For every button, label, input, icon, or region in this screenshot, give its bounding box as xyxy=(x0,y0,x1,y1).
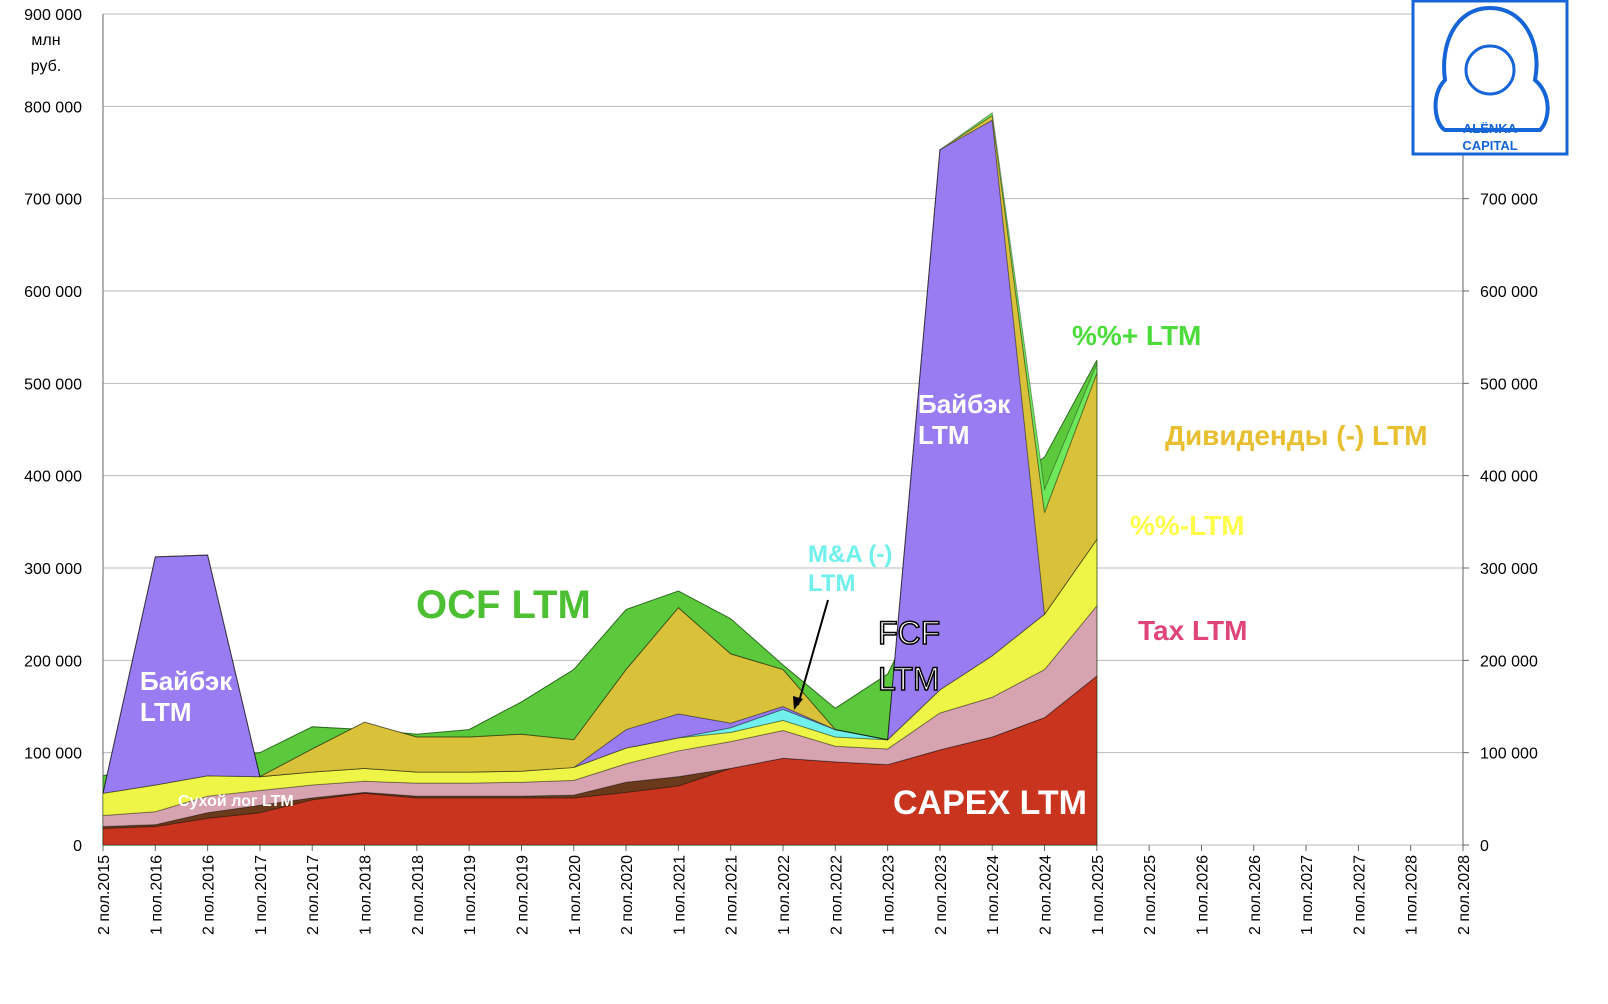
y-tick-label: 400 000 xyxy=(24,469,82,486)
series-label: Сухой лог LTM xyxy=(178,793,294,810)
y2-tick-label: 500 000 xyxy=(1480,376,1538,393)
series-label: Байбэк LTM xyxy=(918,389,1011,451)
y-tick-label: 900 000 xyxy=(24,7,82,24)
x-tick-label: 2 пол.2017 xyxy=(305,855,322,935)
y2-tick-label: 100 000 xyxy=(1480,746,1538,763)
x-tick-label: 1 пол.2020 xyxy=(567,855,584,935)
x-tick-label: 1 пол.2017 xyxy=(253,855,270,935)
series-label: %%+ LTM xyxy=(1072,320,1202,351)
logo-face xyxy=(1464,44,1516,96)
arrow-head xyxy=(793,696,803,710)
area xyxy=(102,111,1098,794)
series-label: CAPEX LTM xyxy=(893,784,1087,822)
y2-tick-label: 200 000 xyxy=(1480,653,1538,670)
series-label: Дивиденды (-) LTM xyxy=(1165,420,1428,451)
annotation: FCF LTM xyxy=(877,614,941,698)
y-tick-label: 700 000 xyxy=(24,192,82,209)
area xyxy=(102,604,1098,828)
y-tick-label: 600 000 xyxy=(24,284,82,301)
y-tick-label: 300 000 xyxy=(24,561,82,578)
y-tick-label: 500 000 xyxy=(24,376,82,393)
x-tick-label: 2 пол.2019 xyxy=(514,855,531,935)
logo-doll xyxy=(1433,5,1550,132)
series-label: Tax LTM xyxy=(1138,615,1248,646)
x-tick-label: 2 пол.2016 xyxy=(201,855,218,935)
x-tick-label: 1 пол.2019 xyxy=(462,855,479,935)
x-tick-label: 1 пол.2021 xyxy=(671,855,688,935)
arrow xyxy=(797,599,829,706)
y2-tick-label: 700 000 xyxy=(1480,192,1538,209)
x-tick-label: 1 пол.2025 xyxy=(1090,855,1107,935)
x-tick-label: 1 пол.2016 xyxy=(148,855,165,935)
x-tick-label: 2 пол.2021 xyxy=(724,855,741,935)
y-tick-label: 200 000 xyxy=(24,653,82,670)
series-label: Байбэк LTM xyxy=(140,666,233,728)
area xyxy=(102,114,1098,794)
logo: ALËNKA CAPITAL xyxy=(1411,0,1569,156)
x-tick-label: 1 пол.2024 xyxy=(985,855,1002,935)
y2-tick-label: 600 000 xyxy=(1480,284,1538,301)
x-tick-label: 1 пол.2023 xyxy=(881,855,898,935)
x-tick-label: 1 пол.2018 xyxy=(358,855,375,935)
y2-tick-label: 300 000 xyxy=(1480,561,1538,578)
x-tick-label: 1 пол.2028 xyxy=(1404,855,1421,935)
x-tick-label: 2 пол.2025 xyxy=(1142,855,1159,935)
x-tick-label: 2 пол.2018 xyxy=(410,855,427,935)
y-tick-label: 800 000 xyxy=(24,99,82,116)
x-tick-label: 2 пол.2024 xyxy=(1038,855,1055,935)
x-tick-label: 2 пол.2027 xyxy=(1351,855,1368,935)
x-tick-label: 2 пол.2022 xyxy=(828,855,845,935)
unit-label: млн руб. xyxy=(30,32,62,75)
logo-text: CAPITAL xyxy=(1462,138,1517,153)
x-tick-label: 1 пол.2027 xyxy=(1299,855,1316,935)
logo-text: ALËNKA xyxy=(1463,121,1518,136)
y-tick-label: 0 xyxy=(73,838,82,855)
x-tick-label: 2 пол.2026 xyxy=(1247,855,1264,935)
x-tick-label: 2 пол.2023 xyxy=(933,855,950,935)
series-label: %%-LTM xyxy=(1130,510,1245,541)
y2-tick-label: 0 xyxy=(1480,838,1489,855)
x-tick-label: 2 пол.2020 xyxy=(619,855,636,935)
x-tick-label: 2 пол.2028 xyxy=(1456,855,1473,935)
ocf-area xyxy=(102,360,1098,846)
x-tick-label: 1 пол.2022 xyxy=(776,855,793,935)
x-tick-label: 2 пол.2015 xyxy=(96,855,113,935)
x-tick-label: 1 пол.2026 xyxy=(1194,855,1211,935)
y2-tick-label: 400 000 xyxy=(1480,469,1538,486)
series-label: M&A (-) LTM xyxy=(808,541,893,597)
area xyxy=(102,537,1098,816)
y-tick-label: 100 000 xyxy=(24,746,82,763)
series-label: OCF LTM xyxy=(416,583,591,627)
